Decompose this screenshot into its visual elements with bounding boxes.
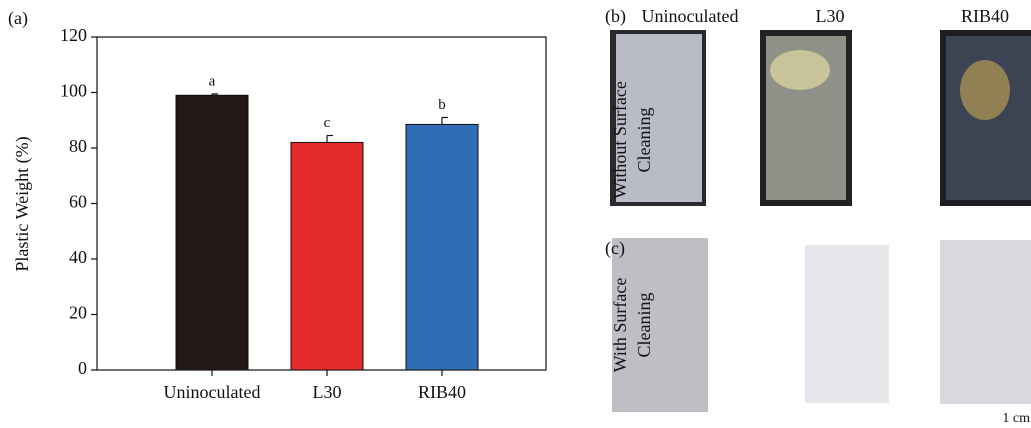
y-tick-label: 40 (69, 247, 87, 267)
row-label: Cleaning (634, 293, 654, 358)
column-header: RIB40 (961, 6, 1009, 26)
row-label: Cleaning (634, 108, 654, 173)
column-header: L30 (816, 6, 845, 26)
y-tick-label: 80 (69, 136, 87, 156)
figure: (a) Plastic Weight (%) (b) (c) Uninocula… (0, 0, 1031, 428)
row-label: Without Surface (610, 81, 630, 199)
significance-letter: b (438, 97, 446, 113)
y-tick-label: 0 (78, 358, 87, 378)
x-tick-label: L30 (313, 382, 342, 402)
photo (960, 60, 1010, 120)
scale-bar-label: 1 cm (1002, 411, 1030, 426)
photo (940, 240, 1031, 404)
bar (406, 124, 478, 370)
photo (770, 50, 830, 90)
x-tick-label: RIB40 (418, 382, 466, 402)
y-tick-label: 60 (69, 192, 87, 212)
column-header: Uninoculated (642, 6, 739, 26)
panel-label: (c) (605, 238, 625, 259)
photo-grid (610, 30, 1031, 412)
significance-letter: c (324, 115, 331, 131)
x-tick-label: Uninoculated (164, 382, 261, 402)
panel-label: (a) (8, 8, 28, 29)
y-tick-label: 120 (60, 25, 87, 45)
bar (176, 95, 248, 370)
bar (291, 142, 363, 370)
row-label: With Surface (610, 278, 630, 373)
y-tick-label: 100 (60, 81, 87, 101)
photo (805, 245, 889, 403)
y-axis-label: Plastic Weight (%) (12, 136, 33, 271)
y-tick-label: 20 (69, 303, 87, 323)
significance-letter: a (209, 73, 216, 89)
panel-label: (b) (605, 6, 626, 27)
